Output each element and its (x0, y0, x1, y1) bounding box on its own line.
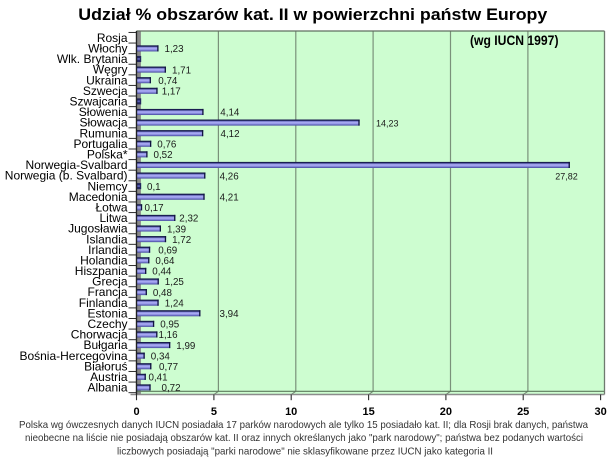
svg-text:Norwegia (b. Svalbard): Norwegia (b. Svalbard) (5, 169, 128, 183)
svg-text:Islandia: Islandia (86, 232, 128, 246)
svg-text:Udział % obszarów kat. II w po: Udział % obszarów kat. II w powierzchni … (78, 6, 547, 24)
svg-text:20: 20 (440, 406, 452, 418)
svg-text:4,26: 4,26 (220, 171, 240, 182)
svg-text:Finlandia: Finlandia (79, 296, 128, 310)
svg-text:25: 25 (517, 406, 529, 418)
svg-text:14,23: 14,23 (376, 118, 399, 128)
svg-text:Białoruś: Białoruś (84, 359, 127, 373)
svg-text:1,16: 1,16 (159, 330, 179, 341)
svg-text:0: 0 (133, 406, 139, 418)
svg-text:Estonia: Estonia (87, 306, 127, 320)
svg-text:0,77: 0,77 (159, 362, 178, 373)
svg-text:Chorwacja: Chorwacja (71, 328, 128, 342)
svg-text:0,17: 0,17 (145, 203, 164, 214)
svg-text:Wlk. Brytania: Wlk. Brytania (57, 52, 128, 66)
svg-text:Polska wg ówczesnych danych IU: Polska wg ówczesnych danych IUCN posiada… (19, 420, 588, 431)
svg-text:0,76: 0,76 (157, 140, 177, 151)
svg-text:liczbowych posiadają "parki na: liczbowych posiadają "parki narodowe" ni… (117, 446, 493, 457)
svg-text:1,24: 1,24 (165, 298, 185, 309)
svg-text:Litwa: Litwa (99, 211, 127, 225)
svg-text:0,95: 0,95 (160, 320, 180, 331)
svg-text:Czechy: Czechy (87, 317, 127, 331)
svg-text:Szwajcaria: Szwajcaria (69, 95, 127, 109)
svg-text:1,25: 1,25 (165, 277, 185, 288)
svg-text:Holandia: Holandia (80, 253, 128, 267)
svg-text:1,23: 1,23 (165, 44, 185, 55)
svg-text:Jugosławia: Jugosławia (68, 222, 128, 236)
svg-text:Francja: Francja (87, 285, 127, 299)
svg-text:27,82: 27,82 (555, 172, 578, 182)
svg-text:Hiszpania: Hiszpania (75, 264, 128, 278)
svg-text:0,64: 0,64 (155, 256, 175, 267)
svg-text:Macedonia: Macedonia (69, 190, 128, 204)
svg-text:0,48: 0,48 (153, 288, 173, 299)
svg-text:1,39: 1,39 (167, 224, 186, 235)
svg-text:Irlandia: Irlandia (88, 243, 128, 257)
svg-text:0,1: 0,1 (147, 182, 161, 193)
svg-text:2,32: 2,32 (179, 214, 198, 225)
svg-text:Norwegia-Svalbard: Norwegia-Svalbard (25, 158, 127, 172)
svg-text:10: 10 (285, 406, 297, 418)
svg-text:30: 30 (594, 406, 606, 418)
svg-text:Włochy: Włochy (88, 42, 127, 56)
svg-text:5: 5 (211, 406, 217, 418)
svg-text:Bośnia-Hercegovina: Bośnia-Hercegovina (19, 349, 127, 363)
svg-text:Ukraina: Ukraina (86, 73, 128, 87)
svg-text:Grecja: Grecja (92, 275, 128, 289)
svg-text:Słowacja: Słowacja (79, 116, 127, 130)
svg-text:Niemcy: Niemcy (87, 179, 127, 193)
svg-text:Bułgaria: Bułgaria (83, 338, 127, 352)
svg-text:1,71: 1,71 (172, 65, 191, 76)
svg-text:Portugalia: Portugalia (73, 137, 127, 151)
svg-text:1,17: 1,17 (162, 87, 181, 98)
svg-text:Łotwa: Łotwa (95, 200, 127, 214)
svg-text:Polska*: Polska* (87, 147, 128, 161)
svg-text:Austria: Austria (90, 370, 128, 384)
svg-text:Węgry: Węgry (93, 63, 128, 77)
svg-text:3,94: 3,94 (220, 309, 240, 320)
svg-text:Albania: Albania (87, 381, 127, 395)
svg-text:0,41: 0,41 (149, 373, 168, 384)
svg-text:0,44: 0,44 (152, 267, 172, 278)
svg-text:0,69: 0,69 (158, 245, 177, 256)
svg-text:(wg IUCN 1997): (wg IUCN 1997) (470, 33, 559, 48)
svg-text:1,72: 1,72 (172, 235, 191, 246)
svg-text:Rumunia: Rumunia (79, 126, 127, 140)
svg-text:15: 15 (362, 406, 374, 418)
svg-text:0,52: 0,52 (154, 150, 173, 161)
svg-text:Szwecja: Szwecja (83, 84, 128, 98)
svg-text:0,34: 0,34 (151, 351, 171, 362)
svg-text:nieobecne na liście nie posiad: nieobecne na liście nie posiadają obszar… (25, 433, 583, 444)
svg-text:1,99: 1,99 (176, 341, 195, 352)
svg-text:Rosja: Rosja (97, 31, 128, 45)
svg-text:0,74: 0,74 (158, 76, 178, 87)
svg-text:4,12: 4,12 (221, 129, 240, 140)
svg-text:Słowenia: Słowenia (79, 105, 128, 119)
svg-text:4,14: 4,14 (220, 108, 240, 119)
svg-text:0,72: 0,72 (162, 383, 181, 394)
svg-text:4,21: 4,21 (220, 192, 239, 203)
